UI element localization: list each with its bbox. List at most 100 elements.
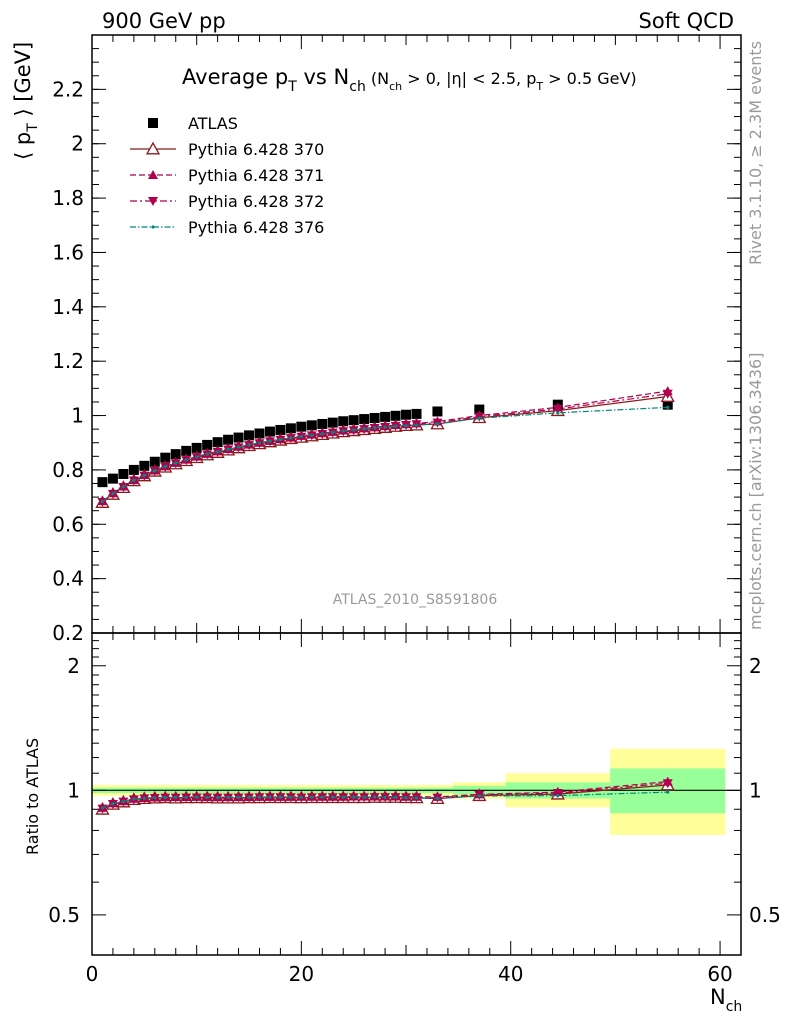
ratio-point-4 [289, 795, 293, 799]
ratio-point-4 [247, 795, 251, 799]
legend-label-3: Pythia 6.428 372 [188, 192, 324, 211]
series-point-4 [257, 441, 262, 445]
ratio-point-4 [352, 795, 356, 799]
series-point-4 [132, 478, 136, 482]
ratio-ytick-label-right: 2 [749, 654, 762, 678]
main-ytick-label: 0.6 [52, 512, 84, 536]
ratio-point-4 [393, 795, 398, 799]
ratio-point-4 [362, 795, 366, 799]
atlas-data-point [254, 428, 265, 439]
ratio-point-4 [226, 795, 230, 799]
ratio-ytick-label-right: 1 [749, 778, 762, 802]
header-left: 900 GeV pp [102, 9, 226, 33]
series-point-4 [666, 405, 670, 409]
main-ytick-label: 1.4 [52, 295, 84, 319]
atlas-data-point [264, 426, 275, 437]
atlas-data-point [380, 411, 391, 422]
ratio-point-4 [111, 802, 115, 806]
series-point-4 [142, 473, 146, 477]
atlas-data-point [662, 399, 673, 410]
series-point-4 [320, 432, 324, 436]
ratio-point-4 [404, 796, 408, 800]
atlas-data-point [306, 420, 317, 431]
atlas-data-point [390, 410, 401, 421]
ratio-point-4 [163, 795, 167, 800]
series-point-4 [184, 458, 188, 462]
series-point-4 [278, 437, 283, 442]
series-point-4 [310, 433, 314, 437]
series-point-4 [268, 439, 272, 443]
atlas-data-point [202, 439, 213, 450]
mcplots-label: mcplots.cern.ch [arXiv:1306.3436] [746, 353, 765, 630]
ratio-point-4 [414, 796, 419, 800]
ratio-ytick-label: 2 [67, 654, 80, 678]
ratio-point-4 [435, 796, 440, 801]
ratio-point-4 [373, 795, 377, 799]
ratio-point-4 [268, 795, 272, 799]
ratio-point-4 [153, 796, 157, 800]
xtick-label: 60 [707, 962, 732, 986]
main-chart-title: Average pT vs Nch (Nch > 0, |η| < 2.5, p… [182, 65, 637, 95]
x-axis-label: Nch [710, 985, 742, 1015]
ratio-point-4 [666, 790, 670, 794]
ratio-point-4 [216, 795, 220, 800]
atlas-data-point [118, 468, 129, 479]
ratio-panel-frame [91, 632, 742, 956]
ratio-point-4 [100, 806, 105, 810]
ratio-line-4 [102, 791, 668, 809]
ratio-line-2 [102, 780, 668, 809]
title-vs: vs N [297, 65, 349, 89]
ylabel-sub: T [25, 123, 41, 133]
atlas-data-point [244, 430, 255, 441]
atlas-data-point [317, 418, 328, 429]
series-point-3 [552, 405, 563, 415]
atlas-data-point [149, 456, 160, 467]
ratio-series-layer [95, 776, 675, 815]
main-ytick-label: 0.8 [52, 458, 84, 482]
legend-marker-1 [145, 141, 161, 155]
xtick-label: 20 [289, 962, 314, 986]
atlas-data-point [181, 445, 192, 456]
ratio-point-4 [310, 795, 314, 799]
series-point-4 [352, 428, 356, 432]
title-cut-open-sub: ch [389, 80, 402, 93]
ratio-point-4 [184, 795, 188, 799]
ylabel-suffix: ⟩ [GeV] [11, 42, 35, 124]
ratio-ytick-label-right: 0.5 [749, 903, 781, 927]
ratio-point-3 [552, 789, 563, 799]
atlas-data-point [327, 417, 338, 428]
series-point-4 [163, 465, 167, 469]
series-point-4 [393, 424, 398, 428]
legend-marker-2 [148, 170, 158, 179]
atlas-data-point [170, 449, 181, 460]
atlas-data-point [401, 409, 412, 420]
ratio-point-4 [132, 797, 136, 801]
legend: ATLAS Pythia 6.428 370 Pythia 6.428 371 Pyt… [130, 114, 324, 237]
series-point-4 [205, 452, 209, 456]
xlabel-base: N [710, 985, 726, 1009]
legend-label-0: ATLAS [188, 114, 238, 133]
xtick-label: 40 [498, 962, 523, 986]
ratio-ylabel: Ratio to ATLAS [23, 738, 42, 855]
ratio-point-4 [556, 794, 560, 798]
atlas-data-point [348, 415, 359, 426]
atlas-data-point [233, 432, 244, 443]
main-ylabel: ⟨ pT ⟩ [GeV] [11, 42, 41, 160]
ratio-point-4 [236, 795, 241, 799]
series-point-4 [477, 416, 481, 420]
series-point-4 [373, 426, 377, 430]
main-ytick-label: 1.8 [52, 186, 84, 210]
title-cut-close: > 0.5 GeV) [543, 69, 637, 88]
series-point-4 [556, 411, 560, 415]
series-point-4 [299, 434, 303, 439]
main-ytick-label: 1.6 [52, 240, 84, 264]
atlas-data-point [97, 477, 108, 488]
series-point-4 [404, 424, 408, 428]
xtick-label: 0 [86, 962, 99, 986]
series-point-4 [121, 485, 126, 489]
atlas-data-point [139, 460, 150, 471]
ratio-point-4 [341, 795, 345, 799]
series-point-4 [236, 445, 241, 449]
analysis-label: ATLAS_2010_S8591806 [333, 592, 498, 608]
